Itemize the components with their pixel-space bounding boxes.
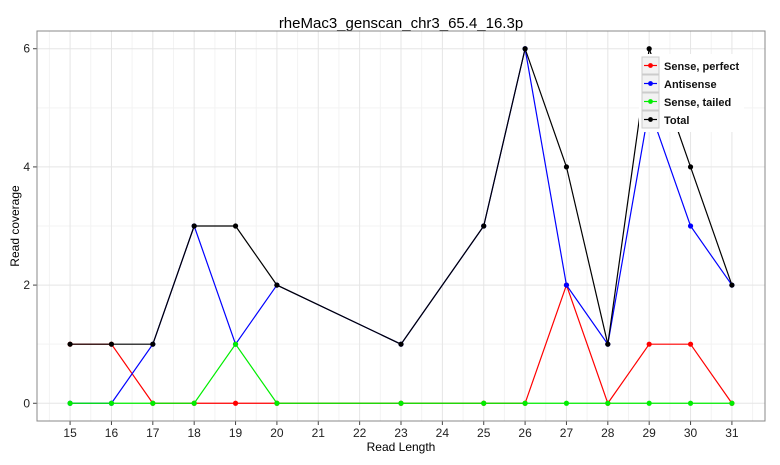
data-point-total <box>67 341 73 347</box>
x-tick-label: 20 <box>270 426 284 440</box>
x-axis-label: Read Length <box>367 440 436 454</box>
data-point-total <box>522 46 528 52</box>
y-axis-label: Read coverage <box>8 185 22 267</box>
data-point-sense-tailed <box>563 400 570 406</box>
chart-title: rheMac3_genscan_chr3_65.4_16.3p <box>279 15 523 32</box>
data-point-sense-tailed <box>729 400 735 406</box>
x-tick-label: 21 <box>312 426 326 440</box>
legend-key-point <box>648 99 653 104</box>
x-tick-label: 29 <box>643 426 657 440</box>
data-point-antisense <box>687 223 694 229</box>
data-point-sense-tailed <box>274 400 280 406</box>
legend-label: Antisense <box>664 79 717 91</box>
data-point-total <box>605 341 611 347</box>
x-tick-label: 23 <box>394 426 408 440</box>
y-tick-label: 4 <box>23 160 30 174</box>
data-point-sense-tailed <box>522 400 528 406</box>
data-point-total <box>232 223 239 229</box>
legend-label: Total <box>664 115 689 127</box>
data-point-total <box>687 164 694 170</box>
data-point-sense-tailed <box>232 341 239 347</box>
x-tick-label: 16 <box>105 426 119 440</box>
legend-label: Sense, tailed <box>664 97 731 109</box>
data-point-total <box>481 223 487 229</box>
legend-key-point <box>648 63 653 68</box>
x-tick-label: 24 <box>436 426 450 440</box>
data-point-antisense <box>563 282 570 288</box>
x-tick-label: 15 <box>63 426 77 440</box>
data-point-sense-tailed <box>605 400 611 406</box>
data-point-sense-tailed <box>108 400 115 406</box>
data-point-total <box>646 46 652 52</box>
data-point-total <box>729 282 735 288</box>
data-point-sense-tailed <box>398 400 404 406</box>
data-point-sense-tailed <box>191 400 197 406</box>
data-point-total <box>150 341 156 347</box>
y-tick-label: 6 <box>23 42 30 56</box>
x-tick-label: 25 <box>477 426 491 440</box>
x-tick-label: 26 <box>518 426 532 440</box>
series-line-sense-tailed <box>70 343 732 404</box>
data-point-total <box>108 341 115 347</box>
y-tick-label: 0 <box>23 396 30 410</box>
plot-border <box>36 30 766 422</box>
data-point-sense-perfect <box>232 400 239 406</box>
data-point-sense-tailed <box>67 400 73 406</box>
data-point-sense-tailed <box>481 400 487 406</box>
x-tick-label: 17 <box>146 426 160 440</box>
data-point-total <box>563 164 570 170</box>
y-tick-label: 2 <box>23 278 30 292</box>
data-point-sense-tailed <box>150 400 156 406</box>
data-point-total <box>274 282 280 288</box>
x-tick-label: 30 <box>684 426 698 440</box>
data-point-sense-tailed <box>646 400 652 406</box>
data-point-sense-tailed <box>687 400 694 406</box>
x-tick-label: 27 <box>560 426 574 440</box>
x-tick-label: 18 <box>188 426 202 440</box>
legend-label: Sense, perfect <box>664 61 740 73</box>
x-tick-label: 31 <box>725 426 739 440</box>
data-point-total <box>191 223 197 229</box>
data-point-sense-perfect <box>687 341 694 347</box>
x-tick-label: 22 <box>353 426 367 440</box>
x-tick-label: 19 <box>229 426 243 440</box>
data-point-total <box>398 341 404 347</box>
legend-key-point <box>648 81 653 86</box>
legend-key-point <box>648 117 653 122</box>
x-tick-label: 28 <box>601 426 615 440</box>
data-point-sense-perfect <box>646 341 652 347</box>
